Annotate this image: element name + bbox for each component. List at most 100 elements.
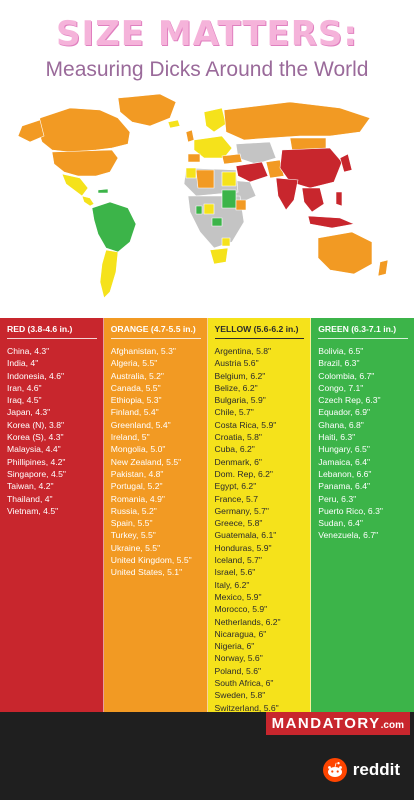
country-entry: India, 4" (7, 358, 39, 369)
country-entry: Sweden, 5.8" (214, 690, 266, 701)
country-entry: Egypt, 6.2" (214, 481, 257, 492)
country-entry: Japan, 4.3" (7, 407, 51, 418)
philippines-region (335, 191, 343, 207)
reddit-watermark: reddit (322, 758, 400, 782)
country-entry: Ireland, 5" (110, 432, 150, 443)
south-america-yellow-region (99, 249, 119, 299)
alaska-region (17, 119, 45, 143)
zimbabwe-region (221, 237, 231, 247)
greenland-region (117, 93, 177, 127)
country-entry: Brazil, 6.3" (318, 358, 360, 369)
country-entry: Netherlands, 6.2" (214, 616, 281, 627)
green-column: GREEN (6.3-7.1 in.) Bolivia, 6.5" Brazil,… (311, 318, 414, 712)
egypt-region (221, 171, 237, 187)
iran-iraq-region (235, 161, 269, 183)
infographic-subtitle: Measuring Dicks Around the World (45, 58, 369, 81)
sudan-region (221, 189, 237, 209)
ethiopia-region (235, 199, 247, 211)
country-entry: Romania, 4.9" (110, 493, 165, 504)
japan-korea-region (339, 153, 353, 173)
country-entry: Czech Rep, 6.3" (318, 395, 381, 406)
country-entry: Finland, 5.4" (110, 407, 159, 418)
country-entry: Bulgaria, 5.9" (214, 395, 266, 406)
afghanistan-pakistan-region (265, 159, 285, 179)
orange-column-heading: ORANGE (4.7-5.5 in.) (110, 324, 201, 339)
country-entry: Nicaragua, 6" (214, 628, 267, 639)
country-entry: Ukraine, 5.5" (110, 542, 161, 553)
country-entry: Denmark, 6" (214, 456, 262, 467)
country-entry: Cuba, 6.2" (214, 444, 255, 455)
country-entry: Hungary, 6.5" (318, 444, 370, 455)
world-map (17, 93, 389, 299)
mandatory-logo-suffix: .com (380, 720, 404, 731)
country-entry: Spain, 5.5" (110, 518, 153, 529)
country-entry: Pakistan, 4.8" (110, 468, 164, 479)
color-key-columns: RED (3.8-4.6 in.) China, 4.3" India, 4" In… (0, 318, 414, 725)
country-entry: Austria 5.6" (214, 358, 259, 369)
country-entry: Phillipines, 4.2" (7, 456, 66, 467)
country-entry: Korea (N), 3.8" (7, 419, 65, 430)
country-entry: Argentina, 5.8" (214, 346, 272, 356)
country-entry: China, 4.3" (7, 346, 50, 356)
country-entry: Bolivia, 6.5" (318, 346, 364, 356)
algeria-region (195, 169, 215, 189)
country-entry: Germany, 5.7" (214, 505, 269, 516)
country-entry: Sudan, 6.4" (318, 518, 363, 529)
country-entry: Poland, 5.6" (214, 665, 262, 676)
country-entry: Iran, 4.6" (7, 382, 42, 393)
country-entry: Iraq, 4.5" (7, 395, 42, 406)
country-entry: Equador, 6.9" (318, 407, 371, 418)
reddit-alien-icon (322, 758, 347, 782)
central-america-region (81, 195, 95, 207)
country-entry: Peru, 6.3" (318, 493, 357, 504)
country-entry: Korea (S), 4.3" (7, 432, 64, 443)
country-entry: United States, 5.1" (110, 567, 183, 578)
new-zealand-region (377, 259, 389, 277)
caribbean-region (97, 188, 109, 194)
country-entry: Indonesia, 4.6" (7, 370, 65, 381)
country-entry: Guatemala, 6.1" (214, 530, 277, 541)
yellow-column: YELLOW (5.6-6.2 in.) Argentina, 5.8" Aust… (207, 318, 312, 725)
country-entry: France, 5.7 (214, 493, 258, 504)
country-entry: Jamaica, 6.4" (318, 456, 371, 467)
country-entry: Lebanon, 6.6" (318, 468, 372, 479)
orange-column: ORANGE (4.7-5.5 in.) Afghanistan, 5.3" Al… (103, 318, 208, 712)
country-entry: New Zealand, 5.5" (110, 456, 182, 467)
country-entry: Vietnam, 4.5" (7, 505, 59, 516)
country-entry: Canada, 5.5" (110, 382, 161, 393)
central-asia-region (235, 141, 277, 165)
iberia-region (187, 153, 201, 163)
red-country-list: China, 4.3" India, 4" Indonesia, 4.6" Iran,… (7, 345, 97, 517)
country-entry: Venezuela, 6.7" (318, 530, 379, 541)
country-entry: South Africa, 6" (214, 678, 274, 689)
country-entry: Nigeria, 6" (214, 641, 255, 652)
ghana-region (195, 205, 203, 215)
country-entry: Panama, 6.4" (318, 481, 371, 492)
country-entry: Iceland, 5.7" (214, 555, 262, 566)
red-column: RED (3.8-4.6 in.) China, 4.3" India, 4" In… (0, 318, 104, 712)
mandatory-logo: MANDATORY.com (265, 712, 410, 735)
country-entry: Colombia, 6.7" (318, 370, 375, 381)
country-entry: Mexico, 5.9" (214, 591, 262, 602)
usa-region (51, 149, 119, 177)
indonesia-region (307, 215, 356, 229)
red-column-heading: RED (3.8-4.6 in.) (7, 324, 97, 339)
country-entry: Congo, 7.1" (318, 382, 364, 393)
congo-region (211, 217, 223, 227)
turkey-region (221, 153, 243, 165)
country-entry: Taiwan, 4.2" (7, 481, 54, 492)
country-entry: Israel, 5.6" (214, 567, 256, 578)
country-entry: Afghanistan, 5.3" (110, 346, 176, 356)
country-entry: Switzerland, 5.6" (214, 702, 279, 713)
mandatory-logo-text: MANDATORY (271, 715, 381, 732)
country-entry: Algeria, 5.5" (110, 358, 158, 369)
country-entry: Belgium, 6.2" (214, 370, 266, 381)
country-entry: Turkey, 5.5" (110, 530, 156, 541)
country-entry: Costa Rica, 5.9" (214, 419, 277, 430)
country-entry: Malaysia, 4.4" (7, 444, 61, 455)
mexico-region (61, 173, 89, 197)
australia-region (317, 231, 373, 275)
india-region (275, 177, 299, 211)
country-entry: Singapore, 4.5" (7, 468, 66, 479)
country-entry: Croatia, 5.8" (214, 432, 262, 443)
